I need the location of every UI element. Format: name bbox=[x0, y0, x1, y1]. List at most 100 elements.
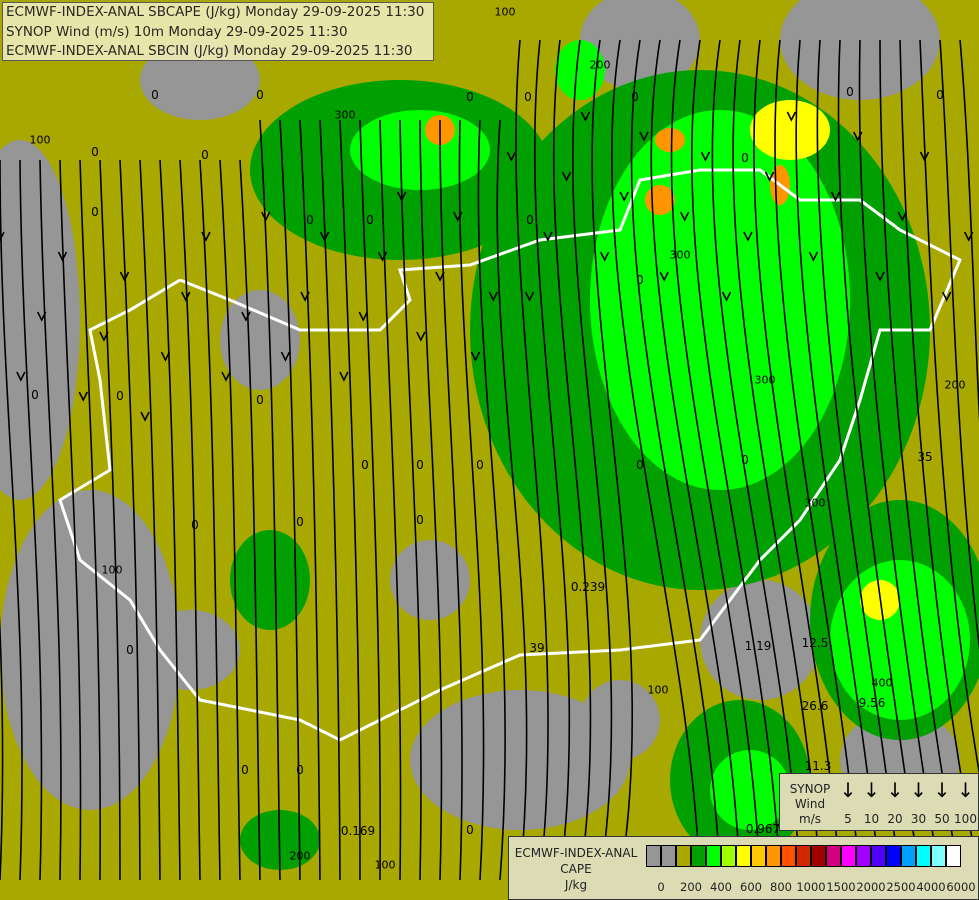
streamline-arrowhead bbox=[639, 131, 649, 142]
station-value: 0 bbox=[741, 453, 749, 467]
cape-tick-label: 0 bbox=[657, 880, 665, 894]
cape-area bbox=[655, 128, 685, 152]
streamline-arrowhead bbox=[659, 271, 669, 282]
streamline bbox=[899, 39, 979, 880]
streamline bbox=[379, 119, 402, 881]
streamline bbox=[858, 39, 941, 881]
zero-cape-area bbox=[580, 680, 660, 760]
streamline-arrowhead bbox=[300, 291, 310, 302]
streamline-arrowhead bbox=[319, 231, 330, 242]
station-value: 0 bbox=[201, 148, 209, 162]
cape-tick-label: 200 bbox=[680, 880, 702, 894]
cape-color-swatch bbox=[841, 845, 856, 867]
streamline bbox=[59, 159, 82, 881]
station-value: 0 bbox=[126, 643, 134, 657]
station-value: 1.19 bbox=[744, 639, 772, 653]
cape-color-swatch bbox=[946, 845, 961, 867]
cape-color-swatch bbox=[646, 845, 661, 867]
station-value: 0 bbox=[741, 151, 749, 165]
wind-legend-unit: m/s bbox=[799, 812, 821, 826]
streamline-arrowhead bbox=[679, 211, 690, 222]
cape-tick-label: 2500 bbox=[886, 880, 916, 894]
wind-legend-value: 20 bbox=[887, 812, 903, 826]
streamline-arrowhead bbox=[416, 331, 426, 342]
streamline bbox=[533, 39, 571, 881]
zero-cape-area bbox=[390, 540, 470, 620]
cape-color-swatch bbox=[796, 845, 811, 867]
title-cape: ECMWF-INDEX-ANAL SBCAPE (J/kg) Monday 29… bbox=[6, 4, 425, 20]
streamline bbox=[39, 159, 62, 881]
streamline-arrowhead bbox=[452, 211, 463, 222]
station-value: 0 bbox=[91, 145, 99, 159]
title-wind: SYNOP Wind (m/s) 10m Monday 29-09-2025 1… bbox=[6, 23, 348, 40]
streamline bbox=[591, 39, 634, 881]
streamline bbox=[879, 39, 961, 881]
streamline bbox=[732, 39, 821, 881]
streamline-arrowhead bbox=[941, 291, 952, 302]
cape-color-swatch bbox=[811, 845, 826, 867]
streamline-arrowhead bbox=[897, 211, 908, 222]
streamline-arrowhead bbox=[201, 231, 211, 242]
streamline-arrowhead bbox=[875, 271, 885, 282]
streamline bbox=[711, 39, 801, 881]
cape-color-swatch bbox=[691, 845, 706, 867]
cape-tick-label: 6000 bbox=[946, 880, 976, 894]
streamline bbox=[515, 39, 549, 881]
streamline bbox=[399, 119, 422, 881]
cape-color-swatch bbox=[781, 845, 796, 867]
station-value: 9.56 bbox=[858, 696, 886, 710]
streamline bbox=[630, 39, 721, 881]
station-value: 0 bbox=[636, 458, 644, 472]
streamline-arrowhead bbox=[241, 311, 251, 322]
streamline-arrowhead bbox=[36, 311, 47, 322]
streamline-arrowhead bbox=[506, 151, 517, 162]
wind-legend-subtitle: Wind bbox=[794, 797, 826, 811]
cape-legend-unit: J/kg bbox=[564, 878, 588, 892]
wind-legend-title: SYNOP bbox=[789, 782, 831, 796]
streamline-arrowhead bbox=[619, 191, 629, 202]
cape-tick-label: 2000 bbox=[856, 880, 886, 894]
station-value: 0 bbox=[306, 213, 314, 227]
zero-cape-area bbox=[700, 580, 820, 700]
zero-cape-area bbox=[140, 610, 240, 690]
streamline-arrowhead bbox=[743, 231, 753, 242]
contour-label: 200 bbox=[289, 849, 311, 863]
wind-legend-value: 30 bbox=[910, 812, 927, 826]
streamline-arrowhead bbox=[358, 311, 368, 322]
cape-tick-label: 400 bbox=[710, 880, 732, 894]
station-value: 0 bbox=[636, 273, 644, 287]
streamline bbox=[179, 159, 201, 881]
contour-label: 100 bbox=[647, 683, 669, 697]
cape-area bbox=[230, 530, 310, 630]
cape-area bbox=[645, 185, 675, 215]
streamline-arrowhead bbox=[786, 111, 797, 122]
station-value: 0.239 bbox=[570, 580, 606, 594]
map-title-box: ECMWF-INDEX-ANAL SBCAPE (J/kg) Monday 29… bbox=[2, 2, 434, 61]
streamline bbox=[219, 159, 241, 881]
cape-legend: ECMWF-INDEX-ANAL CAPE J/kg 0 200 400 600 800… bbox=[508, 836, 979, 900]
contour-label: 200 bbox=[589, 58, 611, 72]
contour-label: 100 bbox=[29, 133, 51, 147]
station-value: 0 bbox=[296, 763, 304, 777]
streamline bbox=[919, 39, 979, 776]
streamline bbox=[139, 159, 161, 881]
streamline-arrowhead bbox=[339, 371, 349, 382]
streamline-arrowhead bbox=[119, 271, 130, 282]
zero-cape-area bbox=[220, 290, 300, 390]
streamline-arrowhead bbox=[16, 371, 26, 382]
contour-label: 100 bbox=[374, 858, 396, 872]
station-value: 0 bbox=[241, 763, 249, 777]
station-value: 0 bbox=[526, 213, 534, 227]
station-value: 0 bbox=[631, 90, 639, 104]
contour-label: 300 bbox=[754, 373, 776, 387]
cape-tick-label: 4000 bbox=[916, 880, 946, 894]
station-value: 0 bbox=[846, 85, 854, 99]
streamline bbox=[79, 159, 101, 881]
streamline-arrowhead bbox=[580, 111, 591, 122]
streamline bbox=[939, 39, 979, 651]
contour-label: 100 bbox=[494, 5, 516, 19]
streamline bbox=[670, 39, 761, 881]
streamline bbox=[419, 119, 443, 881]
wind-streamlines bbox=[0, 39, 979, 881]
cape-color-swatch bbox=[736, 845, 751, 867]
